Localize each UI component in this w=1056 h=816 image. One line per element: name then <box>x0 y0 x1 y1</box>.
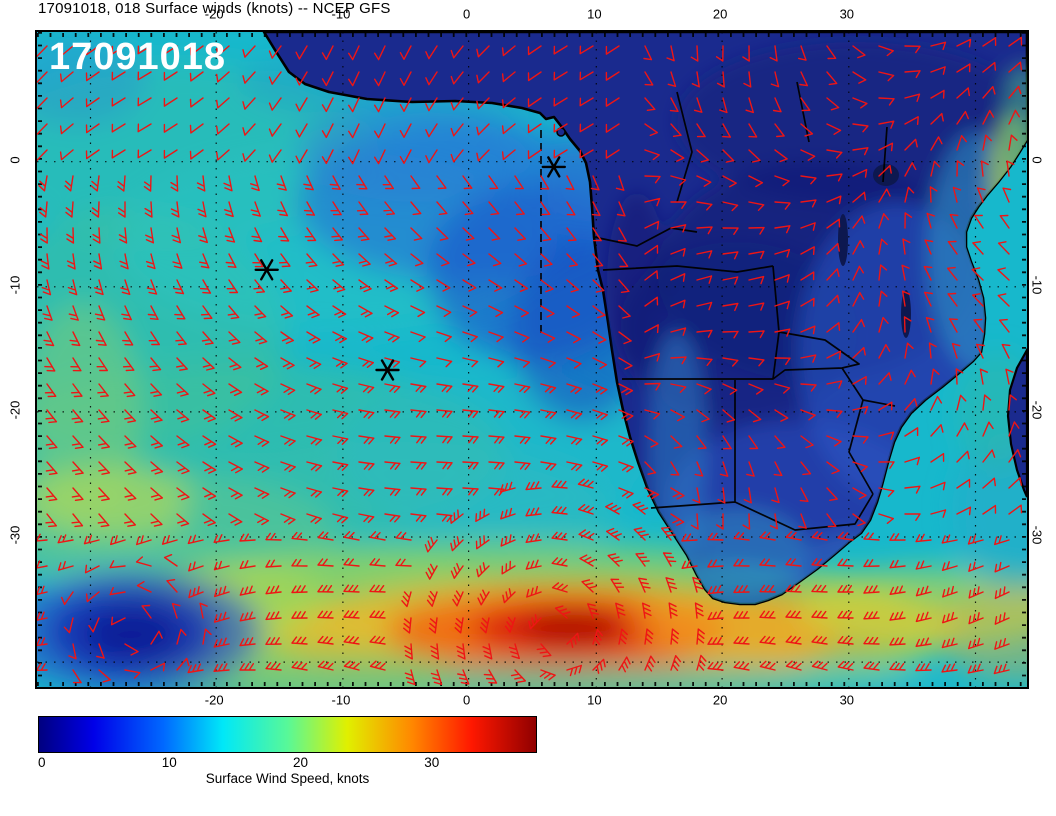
station-marker-2 <box>254 259 279 281</box>
colorbar-tick-label: 30 <box>424 755 440 770</box>
axis-tick-label: 0 <box>463 6 471 22</box>
axis-tick-label: 20 <box>712 6 728 22</box>
axis-tick-label: -10 <box>331 6 351 22</box>
colorbar-tick-label: 0 <box>38 755 46 770</box>
colorbar-tick-label: 10 <box>161 755 177 770</box>
axis-tick-label: 10 <box>587 692 602 708</box>
axis-tick-label: 30 <box>839 692 855 708</box>
axis-tick-label: 20 <box>712 692 728 708</box>
colorbar-label: Surface Wind Speed, knots <box>205 771 370 786</box>
colorbar: 0 10 20 30 Surface Wind Speed, knots <box>38 716 537 786</box>
axis-minor-ticks <box>37 32 1027 687</box>
colorbar-ticks: 0 10 20 30 <box>38 753 537 770</box>
axis-tick-label: 0 <box>463 692 471 708</box>
axis-tick-label: -10 <box>1029 275 1045 295</box>
axis-tick-label: -10 <box>7 275 23 295</box>
axis-tick-label: 0 <box>7 156 23 164</box>
grid-lines <box>37 32 1027 687</box>
axis-tick-label: 0 <box>1029 156 1045 164</box>
axis-tick-label: -30 <box>1029 525 1045 545</box>
colorbar-gradient <box>38 716 537 753</box>
axis-tick-label: -20 <box>204 6 224 22</box>
figure-title: 17091018, 018 Surface winds (knots) -- N… <box>38 0 391 17</box>
axis-tick-label: -20 <box>204 692 224 708</box>
axis-tick-label: 10 <box>587 6 602 22</box>
map-canvas <box>37 32 1027 687</box>
axis-tick-label: 30 <box>839 6 855 22</box>
axis-tick-label: -10 <box>331 692 351 708</box>
axis-tick-label: -30 <box>7 525 23 545</box>
colorbar-tick-label: 20 <box>292 755 308 770</box>
lakes <box>838 164 911 338</box>
station-markers <box>254 156 566 381</box>
map-frame: 17091018 <box>35 30 1029 689</box>
station-marker-3 <box>375 359 400 381</box>
map-datecode-overlay: 17091018 <box>49 36 227 78</box>
station-marker-1 <box>541 156 566 178</box>
madagascar-coastline <box>1006 347 1027 498</box>
country-borders <box>593 81 896 531</box>
axis-tick-label: -20 <box>7 400 23 420</box>
axis-tick-label: -20 <box>1029 400 1045 420</box>
wind-barbs <box>37 36 1023 686</box>
